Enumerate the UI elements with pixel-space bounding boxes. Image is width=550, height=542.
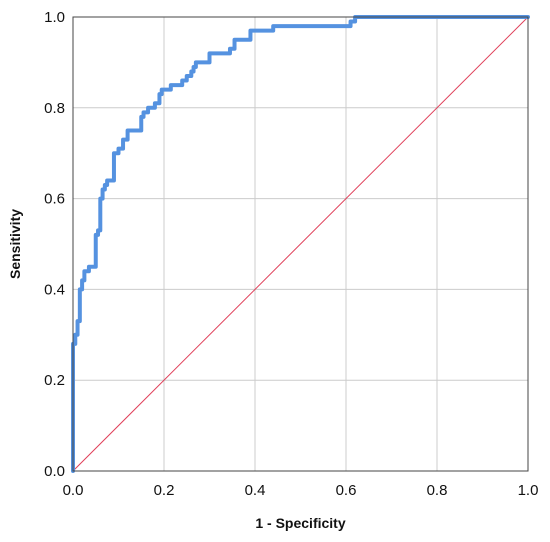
y-tick-labels: 0.0 0.2 0.4 0.6 0.8 1.0 (44, 9, 65, 480)
x-tick-label: 0.4 (245, 482, 266, 499)
x-tick-label: 1.0 (518, 482, 539, 499)
series-layer (71, 15, 530, 473)
y-axis-title: Sensitivity (7, 209, 23, 279)
x-tick-labels: 0.0 0.2 0.4 0.6 0.8 1.0 (63, 482, 539, 499)
y-tick-label: 0.6 (44, 191, 65, 208)
x-tick-label: 0.2 (154, 482, 175, 499)
y-tick-label: 0.0 (44, 463, 65, 480)
x-axis-title: 1 - Specificity (255, 515, 345, 531)
reference-line (72, 16, 529, 472)
x-tick-label: 0.6 (336, 482, 357, 499)
x-tick-label: 0.0 (63, 482, 84, 499)
y-tick-label: 0.2 (44, 372, 65, 389)
y-tick-label: 1.0 (44, 9, 65, 26)
grid (72, 16, 529, 472)
x-tick-label: 0.8 (427, 482, 448, 499)
plot-frame (72, 16, 529, 472)
roc-curve-line (71, 15, 530, 473)
y-tick-label: 0.8 (44, 100, 65, 117)
y-tick-label: 0.4 (44, 281, 65, 298)
